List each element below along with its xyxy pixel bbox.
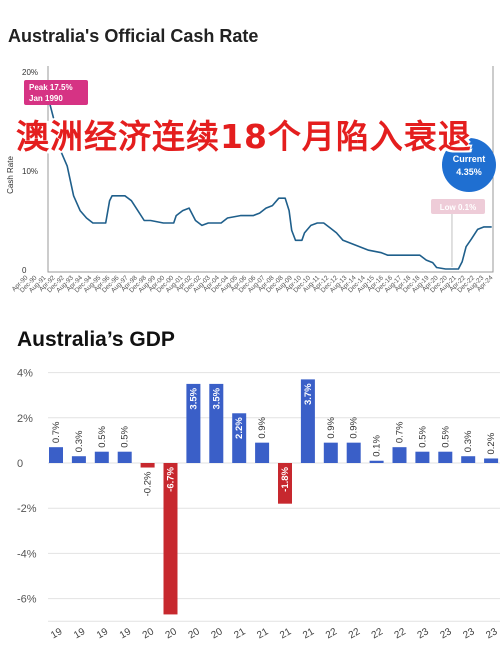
gdp-x-tick: 21 xyxy=(301,626,317,641)
gdp-x-tick: 20 xyxy=(141,626,157,641)
cash-rate-y-tick: 10% xyxy=(22,167,38,176)
gdp-value-label: 0.1% xyxy=(372,435,383,457)
gdp-value-label: 3.5% xyxy=(188,387,199,409)
gdp-y-tick: 0 xyxy=(17,458,23,470)
gdp-bar xyxy=(209,383,224,463)
gdp-x-tick: 23 xyxy=(438,626,454,641)
gdp-x-tick: 22 xyxy=(347,626,363,641)
gdp-bar xyxy=(49,447,63,463)
gdp-chart-title: Australia’s GDP xyxy=(17,328,175,351)
gdp-value-label: 0.7% xyxy=(51,421,62,443)
gdp-x-tick: 20 xyxy=(209,626,225,641)
gdp-bar xyxy=(163,463,178,615)
gdp-bar xyxy=(369,460,384,463)
gdp-x-tick: 19 xyxy=(95,626,111,641)
gdp-bar xyxy=(94,451,109,463)
cash-rate-axes: 20% 10% 0 xyxy=(22,66,494,275)
peak-annotation-date: Jan 1990 xyxy=(29,94,63,103)
gdp-bar xyxy=(323,442,338,463)
gdp-data-labels: 0.7% 0.3% 0.5% 0.5% -0.2% -6.7% 3.5% 3.5% 2.2% 0.… xyxy=(51,383,497,497)
gdp-x-tick: 19 xyxy=(72,626,88,641)
gdp-y-axis: 4% 2% 0 -2% -4% -6% xyxy=(17,368,37,606)
gdp-value-label: 3.5% xyxy=(211,387,222,409)
cash-rate-frame xyxy=(47,66,494,273)
gdp-bar xyxy=(438,451,453,463)
gdp-x-tick: 19 xyxy=(118,626,134,641)
gdp-x-tick: 23 xyxy=(416,626,432,641)
gdp-x-tick: 20 xyxy=(187,626,203,641)
gdp-bar xyxy=(300,379,315,463)
cash-rate-series-line xyxy=(47,96,492,270)
gdp-value-label: 0.3% xyxy=(74,430,85,452)
gdp-x-tick: 21 xyxy=(278,626,294,641)
cash-rate-y-tick: 0 xyxy=(22,266,27,275)
peak-annotation-label: Peak 17.5% xyxy=(29,83,73,92)
gdp-bar xyxy=(415,451,430,463)
gdp-y-tick: -6% xyxy=(17,594,37,606)
gdp-bar xyxy=(117,451,132,463)
gdp-x-tick: 19 xyxy=(49,626,65,641)
gdp-y-tick: 4% xyxy=(17,368,33,380)
gdp-value-label: 0.3% xyxy=(463,430,474,452)
gdp-gridlines xyxy=(48,372,500,622)
gdp-bar xyxy=(71,456,86,463)
current-annotation-value: 4.35% xyxy=(456,167,482,177)
gdp-value-label: 0.9% xyxy=(326,416,337,438)
gdp-x-tick: 21 xyxy=(255,626,271,641)
gdp-value-label: 3.7% xyxy=(303,383,314,405)
cash-rate-y-tick: 20% xyxy=(22,68,38,77)
gdp-value-label: 0.9% xyxy=(257,416,268,438)
cash-rate-y-axis-label: Cash Rate xyxy=(6,156,15,194)
gdp-bar xyxy=(461,456,476,463)
gdp-value-label: 2.2% xyxy=(234,417,245,439)
low-annotation: Low 0.1% xyxy=(431,199,485,214)
gdp-x-tick: 21 xyxy=(232,626,248,641)
gdp-bar xyxy=(346,442,361,463)
gdp-value-label: 0.9% xyxy=(349,416,360,438)
gdp-bar xyxy=(392,447,407,463)
cash-rate-chart: Australia's Official Cash Rate 20% 10% 0 A… xyxy=(6,26,496,294)
gdp-value-label: 0.5% xyxy=(440,425,451,447)
gdp-x-tick: 20 xyxy=(164,626,180,641)
gdp-value-label: -6.7% xyxy=(166,466,177,491)
gdp-value-label: 0.5% xyxy=(97,425,108,447)
gdp-y-tick: 2% xyxy=(17,413,33,425)
cash-rate-x-axis: Apr-90Dec-90Aug-91Apr-92Dec-92Aug-93Apr-… xyxy=(11,274,495,294)
cash-rate-chart-title: Australia's Official Cash Rate xyxy=(8,26,258,46)
gdp-value-label: 0.7% xyxy=(395,421,406,443)
gdp-bar xyxy=(255,442,270,463)
overlay-headline: 澳洲经济连续18个月陷入衰退 xyxy=(16,117,472,156)
gdp-bar xyxy=(140,463,155,468)
gdp-value-label: 0.2% xyxy=(486,432,497,454)
current-annotation-label: Current xyxy=(453,154,486,164)
gdp-value-label: -1.8% xyxy=(280,466,291,491)
low-annotation-label: Low 0.1% xyxy=(440,203,476,212)
gdp-value-label: 0.5% xyxy=(417,425,428,447)
gdp-bar xyxy=(484,458,499,463)
gdp-x-tick: 22 xyxy=(393,626,409,641)
gdp-x-tick: 22 xyxy=(370,626,386,641)
peak-annotation: Peak 17.5% Jan 1990 xyxy=(24,80,88,105)
gdp-x-axis: 19 19 19 19 20 20 20 20 21 21 21 21 22 22 22 22 23 23 23 23 xyxy=(49,626,500,641)
gdp-bar xyxy=(278,463,292,504)
gdp-chart: Australia’s GDP 4%2%0-2%-4%-6% 0.7% 0.3% 0… xyxy=(17,328,500,641)
current-annotation: Current 4.35% xyxy=(442,138,496,192)
gdp-x-tick: 22 xyxy=(324,626,340,641)
gdp-bar xyxy=(232,413,247,463)
gdp-bars xyxy=(49,379,499,615)
gdp-value-label: 0.5% xyxy=(120,425,131,447)
gdp-y-tick: -2% xyxy=(17,503,37,515)
gdp-bar xyxy=(186,383,201,463)
gdp-x-tick: 23 xyxy=(484,626,500,641)
gdp-x-tick: 23 xyxy=(461,626,477,641)
gdp-value-label: -0.2% xyxy=(143,471,154,496)
gdp-y-tick: -4% xyxy=(17,548,37,560)
